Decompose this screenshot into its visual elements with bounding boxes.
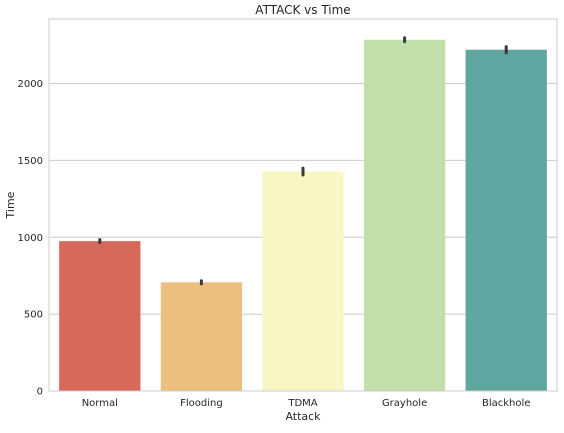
- bar-flooding: [160, 282, 243, 391]
- bars: [59, 39, 547, 391]
- error-bars: [98, 36, 508, 286]
- x-tick-label: Normal: [82, 398, 118, 409]
- y-tick-label: 1000: [18, 233, 43, 244]
- x-tick-label: TDMA: [287, 398, 317, 409]
- bar-grayhole: [363, 39, 446, 391]
- x-tick-label: Blackhole: [482, 398, 530, 409]
- x-tick-label: Flooding: [180, 398, 223, 409]
- bar-tdma: [262, 171, 344, 391]
- bar-blackhole: [465, 49, 547, 391]
- x-axis-ticks: Normal Flooding TDMA Grayhole Blackhole: [82, 398, 531, 409]
- y-tick-label: 0: [37, 387, 43, 398]
- x-tick-label: Grayhole: [382, 398, 427, 409]
- chart-title: ATTACK vs Time: [255, 3, 350, 17]
- plot-frame: [48, 18, 558, 392]
- y-axis-ticks: 0 500 1000 1500 2000: [18, 79, 43, 397]
- y-axis-label: Time: [4, 191, 17, 219]
- y-tick-label: 1500: [18, 156, 43, 167]
- bar-normal: [59, 241, 141, 391]
- y-tick-label: 500: [24, 310, 43, 321]
- x-axis-label: Attack: [285, 410, 321, 423]
- y-tick-label: 2000: [18, 79, 43, 90]
